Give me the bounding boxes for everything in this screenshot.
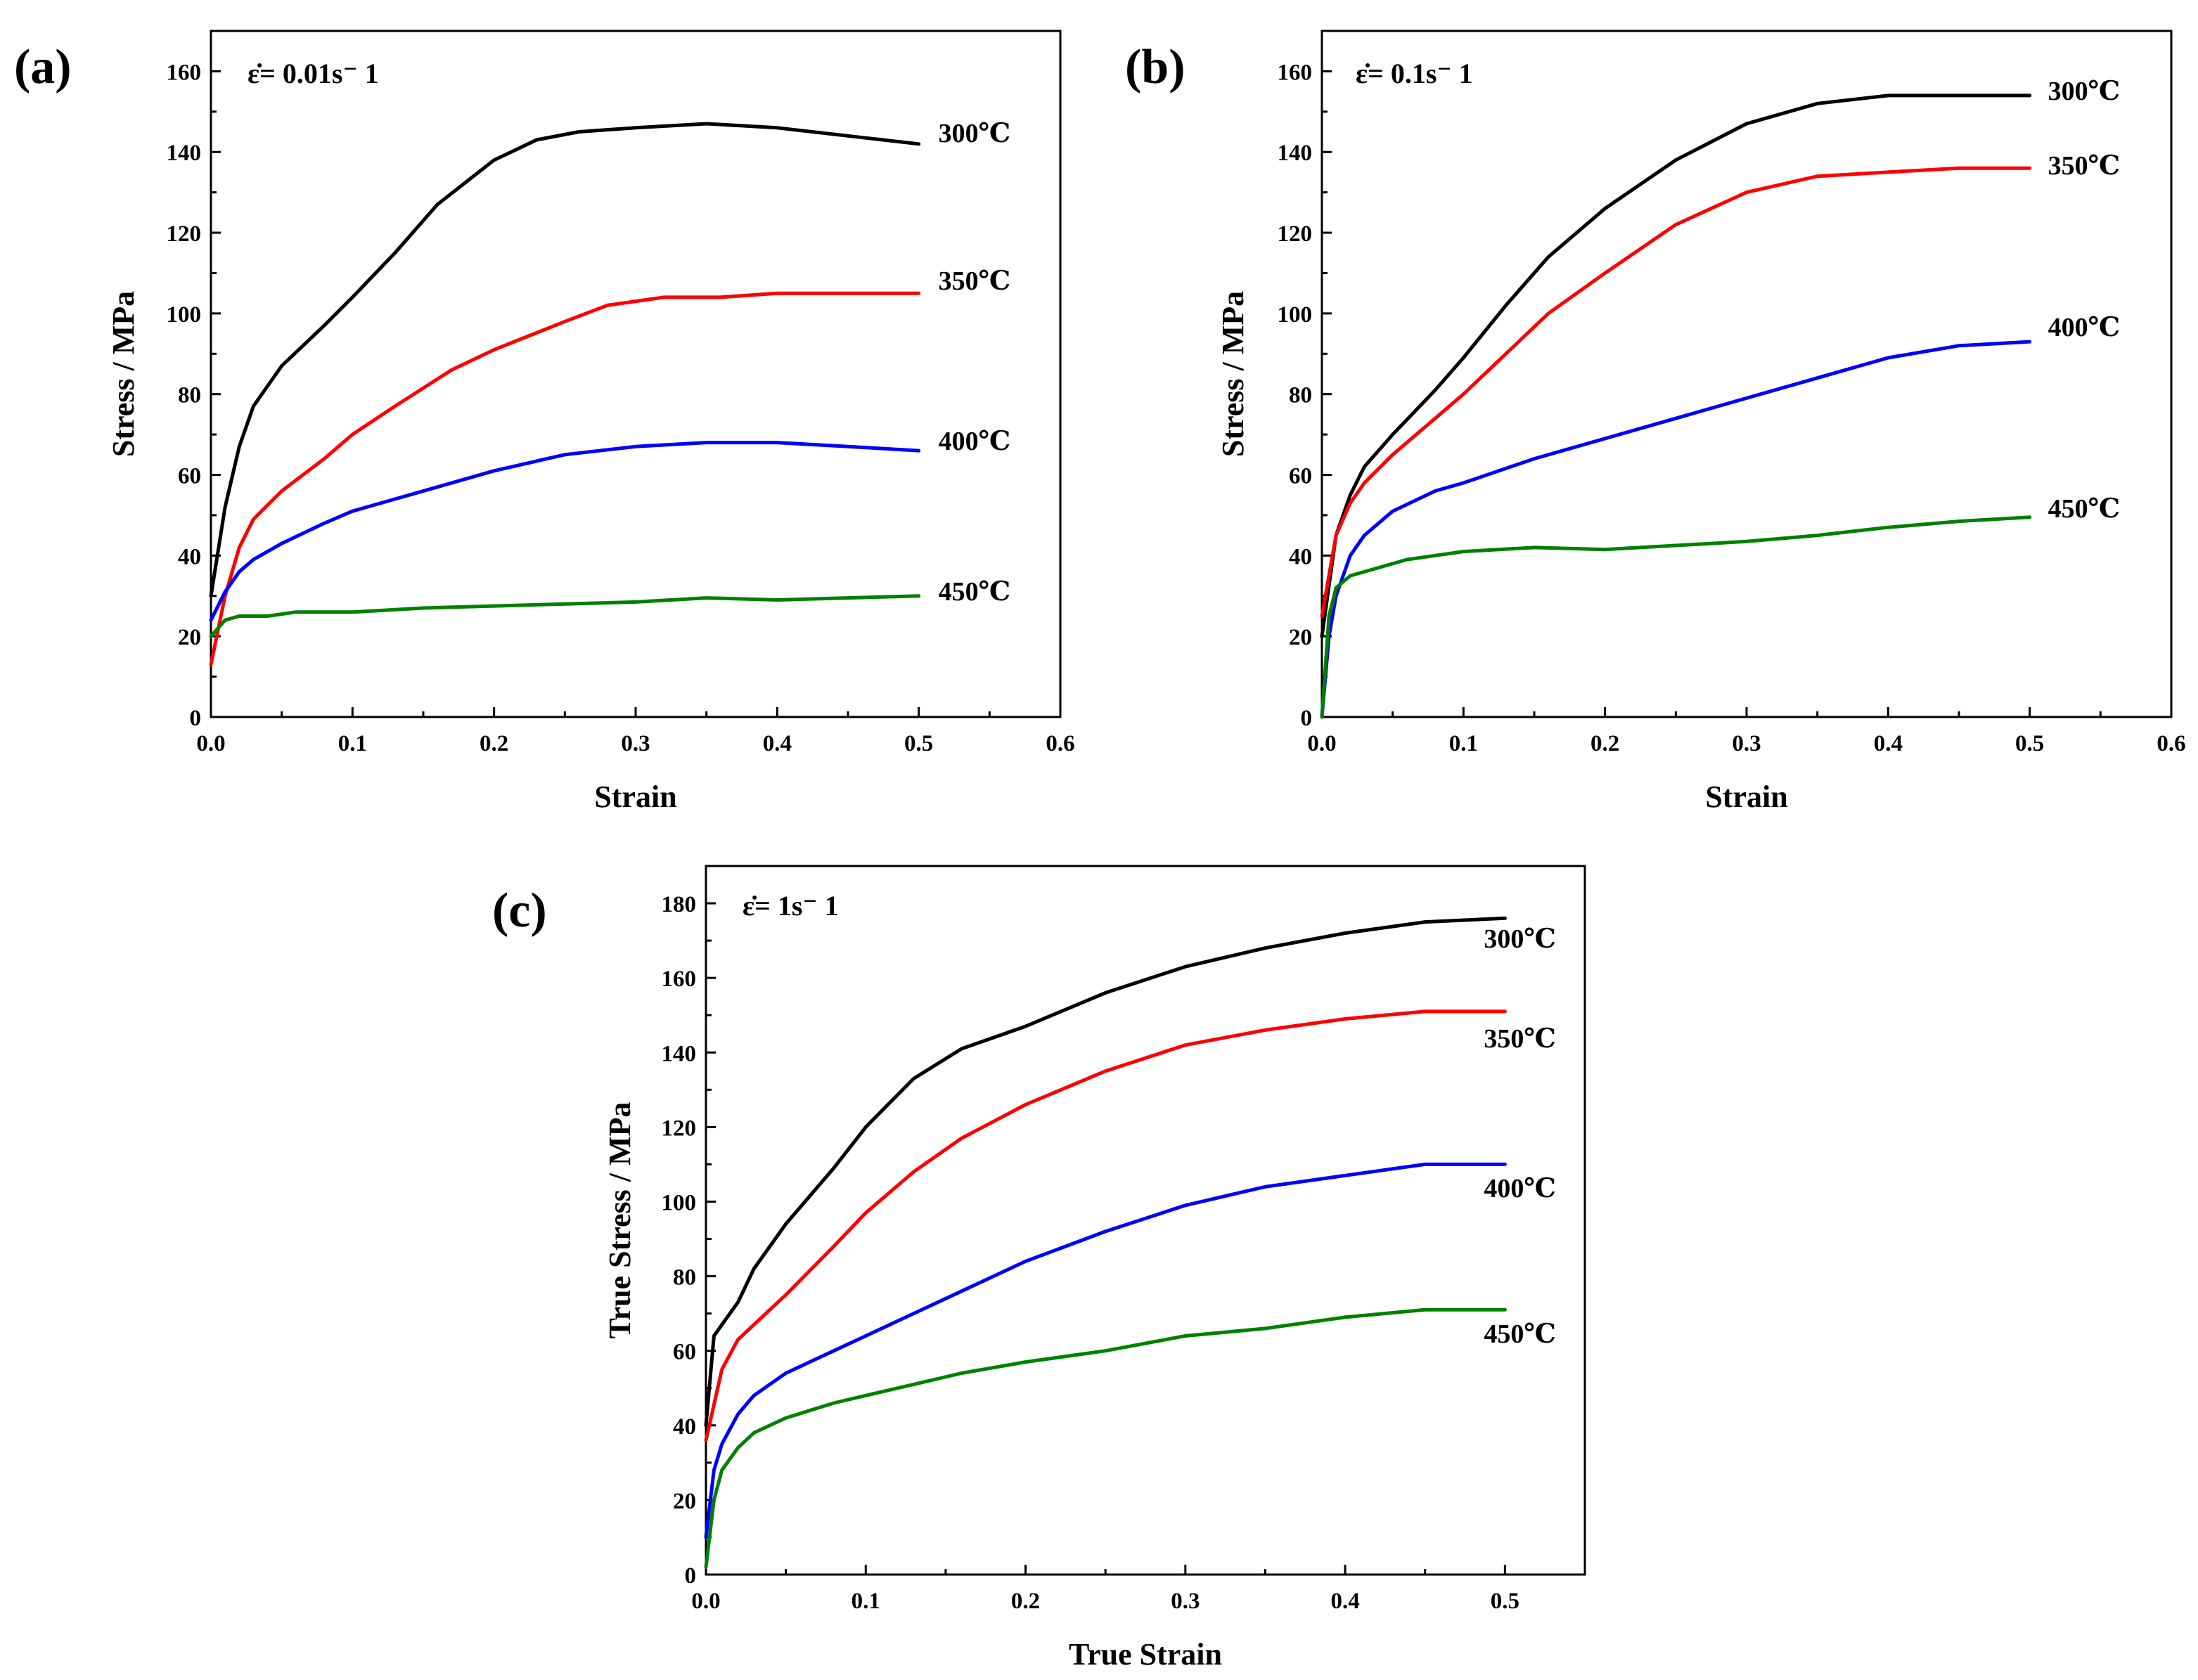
x-tick-label: 0.4 [763, 731, 792, 756]
series-line [209, 291, 921, 666]
y-tick-label: 20 [178, 625, 201, 650]
series-line [1320, 166, 2032, 618]
x-tick-label: 0.4 [1874, 731, 1903, 756]
series-group: 300℃ 350℃ 400℃ 450℃ [704, 916, 1556, 1569]
y-tick-label: 160 [662, 967, 697, 992]
plot-frame [210, 30, 1062, 718]
series-label: 300℃ [1484, 924, 1556, 954]
series-label: 450℃ [1484, 1319, 1556, 1349]
x-tick-label: 0.4 [1330, 1589, 1359, 1614]
x-tick-label: 0.1 [338, 731, 367, 756]
y-tick-label: 80 [673, 1265, 696, 1291]
y-axis-label: Stress / MPa [1216, 291, 1250, 457]
x-tick-label: 0.0 [1307, 731, 1336, 756]
x-tick-label: 0.0 [196, 731, 225, 756]
y-tick-label: 160 [1278, 60, 1313, 85]
series-group: 300℃ 350℃ 400℃ 450℃ [209, 119, 1011, 666]
y-tick-label: 180 [662, 892, 697, 917]
y-tick-label: 140 [167, 141, 202, 166]
series-line [209, 594, 921, 638]
series-label: 300℃ [2048, 77, 2121, 106]
y-tick-label: 80 [178, 383, 201, 408]
x-tick-label: 0.3 [1732, 731, 1761, 756]
x-axis-label: True Strain [1069, 1637, 1222, 1672]
y-tick-label: 0 [1301, 706, 1313, 731]
y-tick-label: 0 [190, 706, 202, 731]
x-tick-label: 0.2 [480, 731, 508, 756]
series-line [704, 916, 1507, 1428]
y-tick-label: 20 [673, 1489, 696, 1514]
x-tick-label: 0.6 [1046, 731, 1074, 756]
tick-group: 0.0 0.1 0.2 0.3 0.4 0.5 0 20 40 60 80 100 120 140 160 1… [662, 892, 1519, 1614]
series-label: 400℃ [2048, 313, 2121, 342]
strain-rate-label: ε̇= 0.01s⁻ 1 [248, 58, 379, 89]
y-tick-label: 60 [1289, 464, 1312, 489]
series-label: 350℃ [939, 266, 1011, 296]
tick-group: 0.0 0.1 0.2 0.3 0.4 0.5 0.6 0 20 40 60 80 100 120 140 1… [1278, 60, 2186, 756]
series-label: 300℃ [939, 119, 1011, 148]
x-tick-label: 0.2 [1590, 731, 1619, 756]
y-tick-label: 100 [662, 1190, 697, 1215]
x-tick-label: 0.0 [691, 1589, 720, 1614]
x-tick-label: 0.5 [1491, 1589, 1519, 1614]
x-tick-label: 0.1 [851, 1589, 880, 1614]
x-tick-label: 0.2 [1011, 1589, 1040, 1614]
x-tick-label: 0.5 [2015, 731, 2044, 756]
panel-label: (c) [492, 884, 547, 938]
strain-rate-label: ε̇= 1s⁻ 1 [743, 890, 839, 922]
x-tick-label: 0.3 [621, 731, 650, 756]
y-tick-label: 120 [167, 221, 202, 247]
y-tick-label: 0 [685, 1563, 697, 1589]
y-tick-label: 60 [178, 464, 201, 489]
series-line [1320, 340, 2032, 719]
series-label: 350℃ [2048, 151, 2121, 181]
y-tick-label: 120 [662, 1116, 697, 1141]
series-line [1320, 93, 2032, 638]
y-tick-label: 140 [1278, 141, 1313, 166]
strain-rate-label: ε̇= 0.1s⁻ 1 [1356, 58, 1473, 89]
y-tick-label: 40 [178, 544, 201, 569]
plot-frame [705, 865, 1586, 1576]
series-label: 350℃ [1484, 1024, 1556, 1054]
x-axis-label: Strain [594, 780, 676, 814]
series-label: 450℃ [2048, 494, 2121, 524]
panel-a: (a) ε̇= 0.01s⁻ 1 Strain Stress / MPa 0.0… [14, 30, 1075, 814]
panel-label: (a) [14, 40, 72, 94]
y-tick-label: 40 [673, 1414, 696, 1440]
series-line [704, 1162, 1507, 1539]
series-label: 450℃ [939, 577, 1011, 607]
panel-b: (b) ε̇= 0.1s⁻ 1 Strain Stress / MPa 0.0 0… [1125, 30, 2186, 814]
y-tick-label: 120 [1278, 221, 1313, 247]
y-tick-label: 160 [167, 60, 202, 85]
x-tick-label: 0.5 [904, 731, 933, 756]
y-tick-label: 40 [1289, 544, 1312, 569]
y-tick-label: 100 [1278, 302, 1313, 328]
series-line [704, 1009, 1507, 1442]
series-group: 300℃ 350℃ 400℃ 450℃ [1320, 77, 2121, 719]
x-axis-label: Strain [1705, 780, 1787, 814]
series-line [209, 122, 921, 598]
x-tick-label: 0.1 [1449, 731, 1478, 756]
series-line [209, 441, 921, 622]
series-label: 400℃ [939, 427, 1011, 456]
y-tick-label: 80 [1289, 383, 1312, 408]
series-label: 400℃ [1484, 1174, 1556, 1203]
panel-label: (b) [1125, 40, 1185, 94]
series-line [1320, 515, 2032, 719]
y-tick-label: 140 [662, 1041, 697, 1066]
panel-c: (c) ε̇= 1s⁻ 1 True Strain True Stress / … [492, 865, 1586, 1672]
x-tick-label: 0.3 [1171, 1589, 1200, 1614]
y-tick-label: 20 [1289, 625, 1312, 650]
series-line [704, 1307, 1507, 1569]
y-axis-label: True Stress / MPa [603, 1102, 637, 1339]
tick-group: 0.0 0.1 0.2 0.3 0.4 0.5 0.6 0 20 40 60 80 100 120 140 1… [167, 60, 1075, 756]
y-axis-label: Stress / MPa [106, 291, 141, 457]
y-tick-label: 100 [167, 302, 202, 328]
x-tick-label: 0.6 [2157, 731, 2185, 756]
y-tick-label: 60 [673, 1340, 696, 1365]
